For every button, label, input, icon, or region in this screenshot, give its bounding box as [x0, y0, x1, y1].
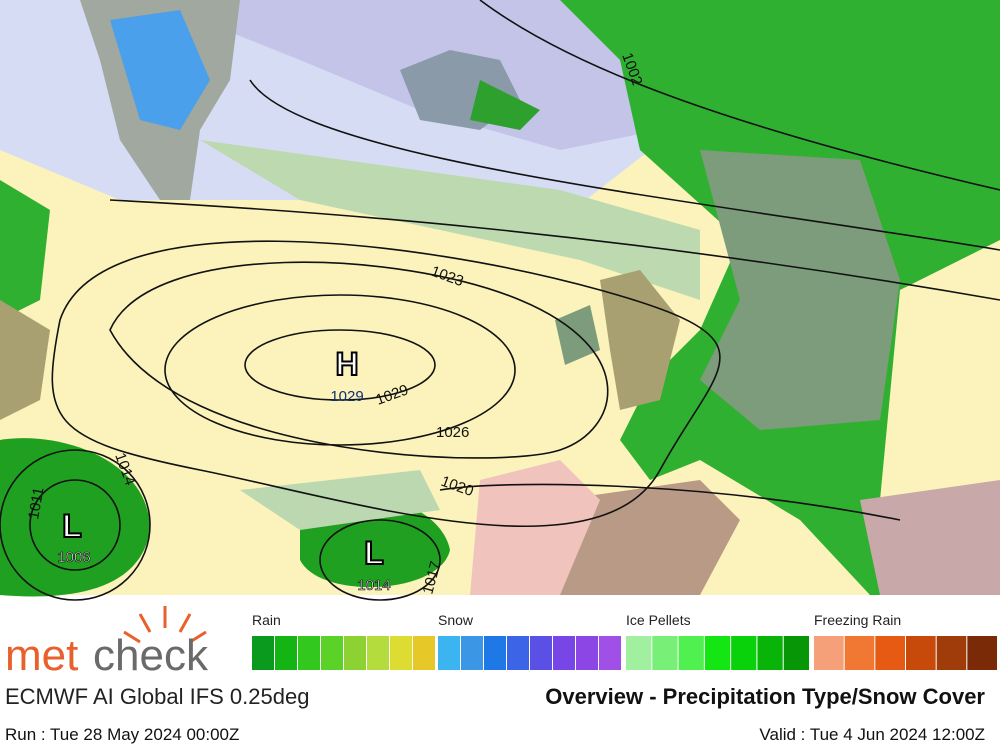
low-symbol: L — [364, 535, 384, 571]
isobar — [51, 240, 721, 528]
legend-swatch — [875, 636, 905, 670]
legend-label: Freezing Rain — [814, 612, 901, 628]
legend-swatch — [438, 636, 460, 670]
map-title: Overview - Precipitation Type/Snow Cover — [545, 684, 985, 709]
legend-swatch — [484, 636, 506, 670]
isobar — [319, 519, 441, 601]
legend-swatch — [906, 636, 936, 670]
greenland-snow — [110, 10, 210, 130]
brand-met: met — [5, 631, 78, 680]
legend-swatch — [844, 636, 875, 670]
isobar — [439, 483, 901, 521]
europe-land — [700, 150, 900, 430]
legend-swatch — [461, 636, 483, 670]
isobar — [29, 479, 121, 571]
low-value: 1014 — [357, 577, 390, 594]
legend-swatch — [599, 636, 621, 670]
legend-swatch — [936, 636, 967, 670]
isobar-label: 1011 — [25, 486, 47, 521]
legend-swatch — [757, 636, 783, 670]
legend-swatch — [390, 636, 412, 670]
legend-swatch — [652, 636, 678, 670]
legend-swatch — [576, 636, 598, 670]
legend-swatch — [731, 636, 757, 670]
valid-time: Valid : Tue 4 Jun 2024 12:00Z — [759, 725, 985, 744]
legend-label: Ice Pellets — [626, 612, 691, 628]
legend-swatch — [704, 636, 731, 670]
logo: met check — [5, 606, 209, 680]
isobar-label: 1026 — [436, 424, 469, 441]
high-symbol: H — [335, 346, 358, 382]
balkans — [860, 480, 1000, 595]
pink-area — [470, 460, 600, 595]
map: 1002 1023 1029 1026 1020 1014 1011 1017 … — [0, 0, 1000, 601]
low-value: 1006 — [57, 549, 90, 566]
newfoundland — [0, 300, 50, 420]
cloud-patch — [240, 470, 440, 530]
legend-swatch — [275, 636, 297, 670]
west-rain — [0, 180, 50, 320]
isobar — [109, 199, 1000, 301]
legend-label: Snow — [438, 612, 474, 628]
iberia — [560, 480, 740, 595]
legend-swatch — [530, 636, 552, 670]
legend-swatch — [413, 636, 435, 670]
brand-check: check — [93, 631, 209, 680]
legend-swatch — [783, 636, 809, 670]
isobar — [479, 0, 1000, 191]
sun-rays — [123, 606, 207, 644]
legend-swatch — [507, 636, 529, 670]
legend: Rain Snow Ice Pellets Freezing Rain — [252, 612, 997, 670]
legend-swatch — [678, 636, 704, 670]
isobar — [109, 261, 609, 459]
low-symbol: L — [62, 508, 82, 544]
isobar — [244, 329, 436, 401]
run-time: Run : Tue 28 May 2024 00:00Z — [5, 725, 239, 744]
isobar — [0, 449, 151, 601]
legend-swatch — [553, 636, 575, 670]
isobar — [249, 79, 1000, 251]
legend-swatch — [321, 636, 343, 670]
isobar — [164, 294, 516, 446]
legend-swatch — [367, 636, 389, 670]
legend-swatch — [626, 636, 652, 670]
legend-swatch — [298, 636, 320, 670]
legend-swatch — [814, 636, 844, 670]
cloud-band — [200, 140, 700, 300]
low-west-rain — [0, 438, 150, 597]
legend-label: Rain — [252, 612, 281, 628]
legend-swatch — [967, 636, 997, 670]
legend-swatch — [252, 636, 274, 670]
britain — [600, 270, 680, 410]
high-value: 1029 — [330, 388, 363, 405]
model-name: ECMWF AI Global IFS 0.25deg — [5, 684, 309, 709]
iceland-rain — [470, 80, 540, 130]
legend-swatch — [344, 636, 366, 670]
